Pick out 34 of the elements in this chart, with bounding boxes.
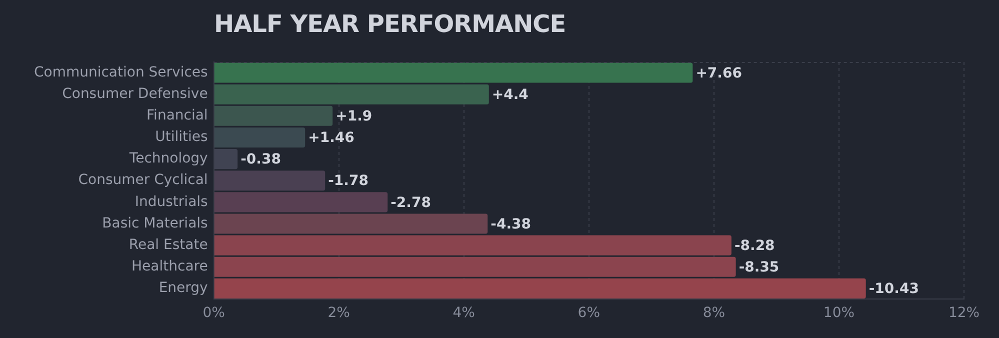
data-label: -8.35 xyxy=(738,259,780,276)
y-tick-label: Consumer Cyclical xyxy=(78,172,208,188)
x-tick-label: 10% xyxy=(823,305,855,322)
y-tick-label: Basic Materials xyxy=(102,215,208,232)
y-tick-label: Financial xyxy=(146,108,208,124)
data-label: +1.46 xyxy=(308,130,354,146)
chart-title: HALF YEAR PERFORMANCE xyxy=(214,10,566,38)
data-label: -10.43 xyxy=(868,281,919,298)
y-tick-label: Utilities xyxy=(155,129,208,146)
y-tick-label: Energy xyxy=(158,280,208,296)
x-tick-label: 4% xyxy=(452,305,475,322)
data-label: +4.4 xyxy=(492,86,529,103)
y-tick-label: Technology xyxy=(128,150,208,167)
data-label: -2.78 xyxy=(390,194,431,211)
x-tick-label: 2% xyxy=(328,305,350,322)
y-tick-label: Consumer Defensive xyxy=(62,86,208,102)
data-label: -0.38 xyxy=(240,152,281,168)
data-label: +7.66 xyxy=(696,65,742,82)
x-tick-label: 0% xyxy=(202,305,225,322)
bar xyxy=(214,214,488,234)
x-tick-label: 6% xyxy=(578,305,600,322)
data-label: -4.38 xyxy=(490,216,531,232)
data-label: -8.28 xyxy=(734,238,775,254)
x-tick-label: 8% xyxy=(702,305,726,322)
data-label: -1.78 xyxy=(328,173,368,190)
x-tick-label: 12% xyxy=(948,305,980,322)
y-tick-label: Real Estate xyxy=(128,236,208,253)
bar xyxy=(214,84,489,104)
bar xyxy=(214,62,693,83)
data-label: +1.9 xyxy=(336,108,372,125)
y-tick-label: Healthcare xyxy=(132,258,208,274)
y-tick-label: Industrials xyxy=(134,194,208,210)
bar xyxy=(214,192,388,212)
y-tick-label: Communication Services xyxy=(34,64,208,80)
